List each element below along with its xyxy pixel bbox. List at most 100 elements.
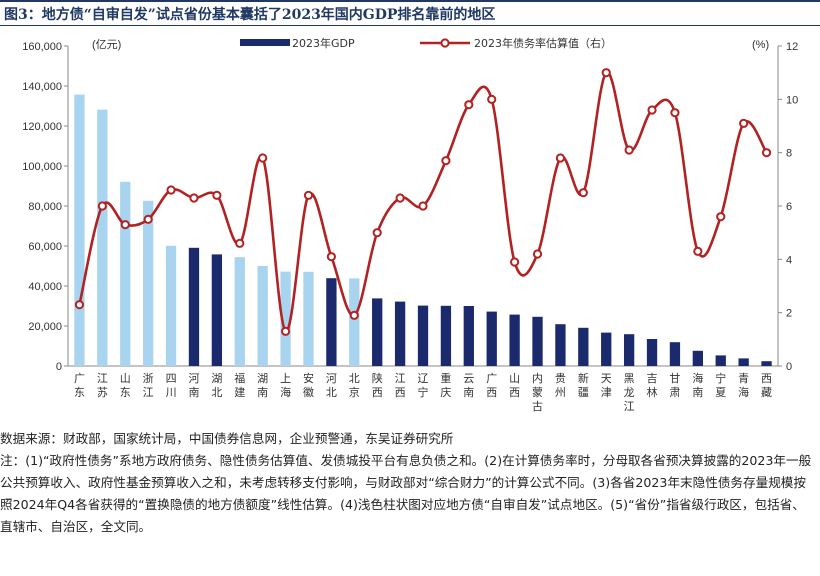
debt-ratio-point: [326, 252, 336, 262]
footnote: 注：(1)“政府性债务”系地方政府债务、隐性债务估算值、发债城投平台有息负债之和…: [0, 453, 812, 534]
category-label: 江: [143, 386, 154, 399]
category-label: 宁: [418, 385, 429, 399]
category-label: 宁: [715, 371, 726, 385]
category-label: 西: [486, 386, 497, 399]
left-tick-label: 0: [56, 361, 62, 373]
category-label: 河: [326, 372, 337, 385]
chart-axes: 0 20,000 40,000 60,000 80,000 100,000 120,000 1…: [22, 41, 798, 373]
category-label: 津: [601, 386, 612, 399]
category-label: 藏: [761, 386, 772, 399]
debt-ratio-point: [189, 193, 199, 203]
gdp-bar: [257, 266, 268, 366]
category-label: 西: [761, 372, 772, 385]
category-label: 福: [234, 371, 245, 385]
debt-ratio-point: [212, 190, 222, 200]
legend-line-label: 2023年债务率估算值（右）: [474, 36, 612, 50]
debt-ratio-point: [418, 201, 428, 211]
left-tick-label: 160,000: [22, 41, 62, 53]
debt-ratio-point: [280, 326, 291, 336]
gdp-bar: [188, 247, 200, 366]
right-axis-unit: (%): [752, 39, 769, 51]
category-label: 东: [120, 386, 131, 399]
gdp-bar: [715, 355, 726, 366]
gdp-bar: [623, 334, 635, 366]
gdp-bar: [394, 301, 406, 366]
debt-ratio-point: [74, 300, 85, 310]
category-labels: 广东江苏山东浙江四川河南湖北福建湖南上海安徽河北北京陕西江西辽宁重庆云南广西山西…: [74, 371, 772, 413]
right-tick-label: 8: [786, 148, 792, 160]
gdp-bar: [463, 306, 474, 366]
debt-ratio-point: [624, 145, 634, 155]
legend-line-marker: [440, 38, 450, 48]
gdp-bar: [303, 271, 314, 366]
gdp-bar: [280, 271, 291, 366]
category-label: 北: [211, 386, 222, 399]
gdp-bar: [646, 339, 658, 366]
category-label: 州: [555, 386, 566, 399]
debt-ratio-point: [693, 246, 703, 256]
category-label: 贵: [555, 372, 566, 385]
debt-ratio-point: [372, 228, 382, 238]
category-label: 广: [486, 372, 497, 385]
right-tick-label: 6: [786, 201, 792, 213]
right-tick-label: 10: [786, 94, 798, 106]
category-label: 江: [97, 372, 108, 385]
category-label: 京: [349, 385, 360, 399]
gdp-bar: [692, 350, 703, 366]
debt-ratio-point: [395, 193, 405, 203]
figure-title: 图3：地方债“自审自发”试点省份基本囊括了2023年国内GDP排名靠前的地区: [0, 0, 820, 26]
category-label: 湖: [211, 372, 222, 385]
debt-ratio-point: [761, 148, 772, 158]
category-label: 新: [578, 371, 589, 385]
debt-ratio-point: [487, 94, 497, 104]
left-tick-label: 100,000: [22, 161, 62, 173]
debt-ratio-point: [647, 105, 657, 115]
debt-ratio-point: [143, 214, 153, 224]
left-tick-label: 80,000: [28, 201, 62, 213]
category-label: 海: [692, 371, 703, 385]
gdp-bar: [165, 245, 177, 366]
debt-ratio-point: [303, 190, 314, 200]
right-tick-label: 0: [786, 361, 792, 373]
debt-ratio-point: [578, 188, 588, 198]
debt-ratio-point: [739, 118, 749, 128]
category-label: 南: [463, 386, 474, 399]
category-label: 江: [624, 400, 635, 413]
gdp-bar: [761, 361, 772, 366]
left-tick-label: 120,000: [22, 121, 62, 133]
debt-ratio-point: [120, 220, 130, 230]
data-source: 数据来源：财政部，国家统计局，中国债券信息网，企业预警通，东吴证券研究所: [0, 431, 454, 446]
category-label: 海: [280, 385, 291, 399]
category-label: 天: [601, 372, 612, 385]
category-label: 浙: [143, 372, 154, 385]
right-tick-label: 2: [786, 308, 792, 320]
gdp-bar: [97, 109, 108, 366]
gdp-bar: [120, 181, 131, 366]
gdp-bar: [234, 257, 245, 366]
left-tick-label: 40,000: [28, 281, 62, 293]
category-label: 庆: [440, 385, 451, 399]
category-label: 黑: [624, 372, 635, 385]
left-tick-label: 20,000: [28, 321, 62, 333]
gdp-bar: [349, 278, 360, 366]
debt-ratio-point: [510, 257, 520, 267]
category-label: 四: [166, 372, 177, 385]
gdp-bar: [211, 254, 223, 366]
category-label: 蒙: [532, 386, 543, 399]
category-label: 湖: [257, 372, 268, 385]
category-label: 江: [395, 372, 406, 385]
category-label: 徽: [303, 385, 314, 399]
debt-ratio-markers: [74, 68, 772, 336]
category-label: 肃: [669, 386, 680, 399]
debt-ratio-point: [464, 100, 474, 110]
debt-ratio-point: [97, 201, 107, 211]
gdp-bar: [74, 94, 85, 366]
gdp-bar: [601, 332, 612, 366]
gdp-bar: [440, 305, 452, 366]
left-axis-unit: (亿元): [92, 38, 121, 51]
right-tick-label: 12: [786, 41, 798, 53]
category-label: 海: [738, 385, 749, 399]
gdp-bar: [578, 327, 589, 366]
gdp-bar: [486, 311, 497, 366]
category-label: 南: [257, 386, 268, 399]
